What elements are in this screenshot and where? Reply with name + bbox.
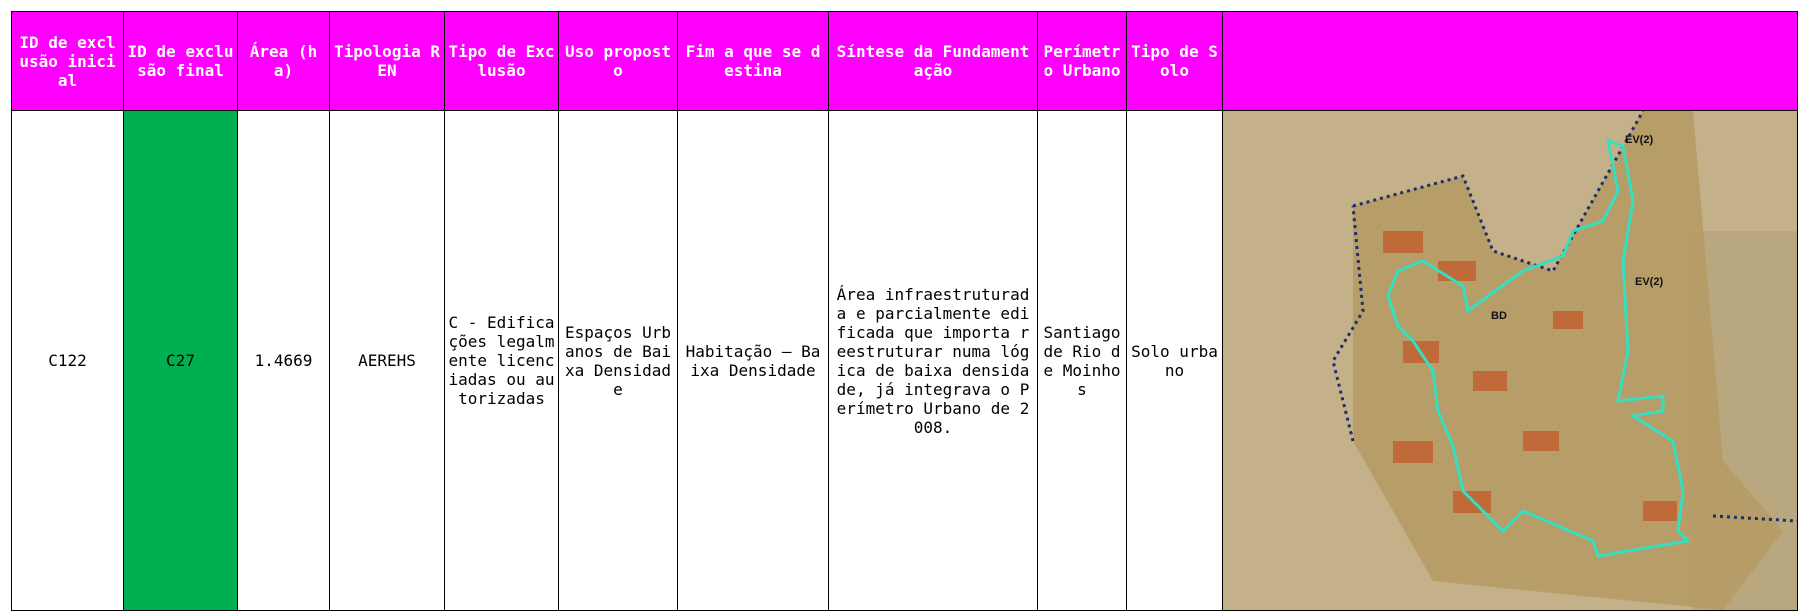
exclusion-table: ID de exclusão inicial ID de exclusão fin… — [11, 11, 1798, 611]
header-cell: ID de exclusão final — [123, 11, 238, 111]
header-cell-map — [1222, 11, 1798, 111]
header-row: ID de exclusão inicial ID de exclusão fin… — [11, 11, 1798, 111]
cell: Espaços Urbanos de Baixa Densidade — [558, 110, 678, 611]
header-cell: Perímetro Urbano — [1037, 11, 1127, 111]
header-cell: Tipo de Solo — [1126, 11, 1223, 111]
map-boundary — [1712, 514, 1797, 523]
cell: C122 — [11, 110, 124, 611]
map-cell: EV(2) EV(2) BD — [1222, 110, 1798, 611]
header-cell: Síntese da Fundamentação — [828, 11, 1038, 111]
map-label: EV(2) — [1635, 276, 1663, 288]
header-cell: Tipologia REN — [329, 11, 445, 111]
header-cell: Área (ha) — [237, 11, 330, 111]
aerial-map: EV(2) EV(2) BD — [1223, 111, 1797, 610]
map-label: EV(2) — [1625, 134, 1653, 146]
map-label: BD — [1491, 310, 1507, 322]
header-cell: Uso proposto — [558, 11, 678, 111]
cell: C - Edificações legalmente licenciadas o… — [444, 110, 559, 611]
cell: C27 — [123, 110, 238, 611]
cell: Área infraestruturada e parcialmente edi… — [828, 110, 1038, 611]
cell: 1.4669 — [237, 110, 330, 611]
cell: AEREHS — [329, 110, 445, 611]
cell: Solo urbano — [1126, 110, 1223, 611]
cell: Habitação – Baixa Densidade — [677, 110, 829, 611]
cell: Santiago de Rio de Moinhos — [1037, 110, 1127, 611]
header-cell: Fim a que se destina — [677, 11, 829, 111]
header-cell: Tipo de Exclusão — [444, 11, 559, 111]
header-cell: ID de exclusão inicial — [11, 11, 124, 111]
map-exclusion-outline — [1386, 138, 1692, 558]
data-row: C122 C27 1.4669 AEREHS C - Edificações legal… — [11, 110, 1798, 611]
